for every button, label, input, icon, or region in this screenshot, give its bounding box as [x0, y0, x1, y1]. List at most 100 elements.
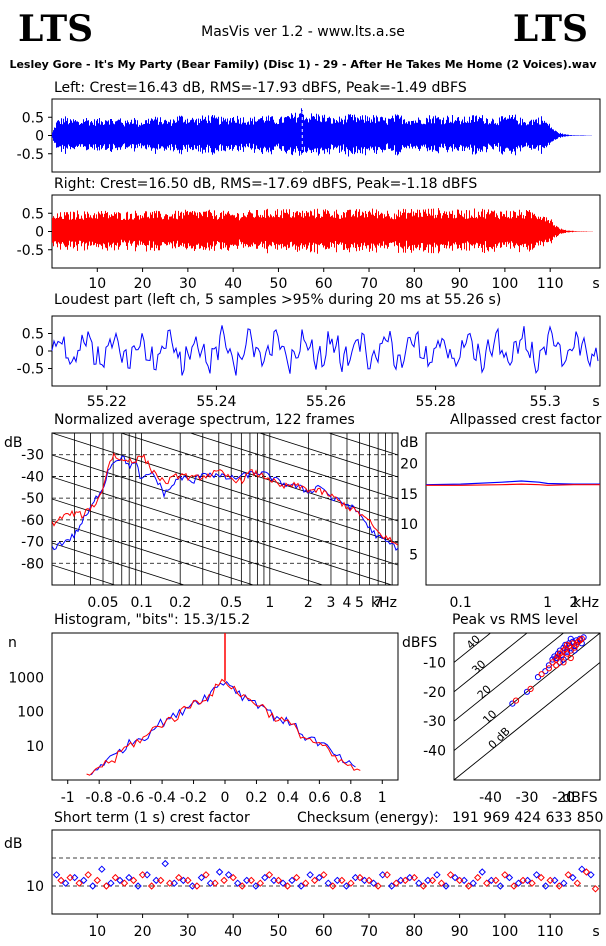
spectrum-ylabel: dB: [4, 435, 23, 451]
allpass-series-left: [425, 480, 600, 486]
shortterm-ytick-label: 10: [26, 879, 44, 895]
peakrms-point-right: [564, 641, 571, 648]
spectrum-slope-line: [52, 520, 255, 585]
left_wave-ytick-label: 0.5: [22, 110, 44, 126]
spectrum-ytick-label: -50: [21, 491, 44, 507]
shortterm-xtick-label: 40: [224, 924, 242, 940]
shortterm-point-right: [347, 879, 355, 887]
peakrms-point-left: [580, 634, 587, 641]
peakrms-point-right: [567, 654, 574, 662]
shortterm-ylabel: dB: [4, 836, 23, 852]
shortterm-point-left: [469, 879, 477, 887]
shortterm-point-right: [419, 882, 428, 890]
shortterm-point-left: [233, 879, 242, 887]
allpass-xtick-label: 0.1: [449, 595, 471, 611]
shortterm-point-left: [306, 871, 314, 879]
spectrum-slope-line: [52, 433, 398, 544]
histogram-xtick-label: -0.2: [180, 790, 207, 806]
shortterm-point-left: [514, 879, 523, 887]
shortterm-point-right: [401, 876, 409, 885]
shortterm-point-left: [215, 868, 224, 876]
shortterm-xtick-label: 90: [451, 924, 469, 940]
shortterm-xtick-label: 80: [405, 924, 423, 940]
peakrms-crest-label: 0 dB: [486, 725, 513, 752]
spectrum-slope-line: [52, 476, 394, 585]
histogram-xtick-label: -0.8: [86, 790, 113, 806]
right_wave-xtick-label: 50: [270, 276, 288, 292]
checksum-value: 191 969 424 633 850: [452, 810, 604, 826]
histogram-xtick-label: 1: [378, 790, 387, 806]
shortterm-point-left: [52, 871, 61, 879]
shortterm-point-right: [546, 876, 554, 885]
loudest-xtick-label: 55.26: [306, 394, 346, 410]
shortterm-point-left: [324, 879, 332, 887]
histogram-xtick-label: -0.4: [148, 790, 175, 806]
histogram-xtick-label: 0.4: [277, 790, 299, 806]
histogram-xtick-label: 0.2: [245, 790, 267, 806]
shortterm-point-right: [256, 879, 265, 887]
spectrum-ytick-label: -80: [21, 556, 44, 572]
shortterm-point-right: [220, 876, 228, 885]
spectrum-xtick-label: 0.1: [130, 595, 152, 611]
peakrms-crest-line: [454, 661, 600, 780]
shortterm-point-right: [283, 882, 292, 890]
shortterm-point-right: [66, 873, 74, 882]
shortterm-point-left: [433, 871, 441, 879]
histogram-ytick-label: 1000: [8, 670, 44, 686]
peakrms-crest-label: 20: [475, 683, 494, 702]
right_wave-xtick-label: 90: [451, 276, 469, 292]
right_wave-xtick-label: 10: [88, 276, 106, 292]
peakrms-point-right: [575, 638, 582, 645]
right_wave-xunit: s: [592, 276, 599, 292]
shortterm-point-left: [98, 865, 106, 873]
shortterm-point-left: [387, 882, 396, 890]
spectrum-ytick-label: -40: [21, 469, 44, 485]
shortterm-point-right: [84, 871, 92, 879]
shortterm-point-left: [560, 879, 568, 887]
allpass-ytick-label: 10: [400, 517, 418, 533]
peakrms-point-left: [562, 641, 569, 648]
peakrms-xtick-label: -30: [516, 790, 539, 806]
spectrum-slope-line: [119, 433, 398, 522]
loudest-xtick-label: 55.3: [530, 394, 561, 410]
shortterm-point-right: [564, 871, 573, 879]
shortterm-point-right: [483, 879, 491, 887]
shortterm-point-right: [501, 871, 509, 879]
shortterm-point-right: [573, 879, 582, 887]
shortterm-point-right: [274, 876, 283, 885]
shortterm-point-left: [451, 873, 459, 882]
spectrum-xtick-label: 0.05: [87, 595, 118, 611]
peakrms-xtick-label: -40: [479, 790, 502, 806]
shortterm-point-left: [532, 871, 541, 879]
allpass-ytick-label: 5: [409, 548, 418, 564]
shortterm-point-right: [510, 882, 518, 890]
shortterm-point-right: [582, 868, 591, 876]
peakrms-crest-line: [454, 633, 565, 722]
shortterm-point-left: [116, 876, 124, 885]
peakrms-point-right: [538, 671, 545, 678]
peakrms-ytick-label: -20: [423, 685, 446, 701]
shortterm-point-right: [175, 873, 183, 882]
peakrms-ytick-label: -10: [423, 655, 446, 671]
shortterm-point-left: [61, 879, 70, 887]
peakrms-point-left: [560, 656, 567, 663]
shortterm-point-right: [156, 876, 165, 885]
loudest-xunit: s: [592, 394, 599, 410]
shortterm-point-right: [265, 871, 274, 879]
right_wave-ytick-label: 0: [35, 225, 44, 241]
shortterm-point-right: [446, 871, 455, 879]
shortterm-point-right: [238, 882, 246, 890]
file-name: Lesley Gore - It's My Party (Bear Family…: [9, 58, 597, 71]
shortterm-point-left: [134, 882, 142, 890]
spectrum-ytick-label: -70: [21, 535, 44, 551]
histogram-series-right: [86, 678, 361, 776]
shortterm-point-right: [410, 873, 419, 882]
shortterm-point-right: [75, 879, 83, 887]
shortterm-point-left: [79, 876, 88, 885]
peakrms-xunit: dBFS: [562, 790, 597, 806]
shortterm-point-right: [301, 879, 310, 887]
peakrms-point-left: [571, 647, 578, 654]
shortterm-xtick-label: 10: [88, 924, 106, 940]
peakrms-point-left: [534, 674, 542, 681]
